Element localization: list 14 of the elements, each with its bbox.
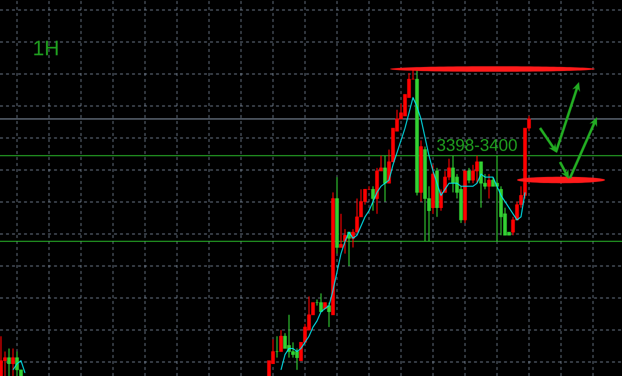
- candlestick: [467, 167, 471, 184]
- candlestick: [7, 348, 11, 376]
- annotation: 3398-3400: [437, 139, 517, 151]
- candlestick: [0, 336, 3, 376]
- candlestick: [475, 155, 479, 184]
- candlestick: [287, 314, 291, 358]
- candlestick: [319, 292, 323, 312]
- candlestick: [487, 174, 491, 200]
- candlestick: [279, 330, 283, 352]
- candlestick: [479, 161, 483, 208]
- candlestick: [327, 302, 331, 328]
- candlestick: [11, 348, 15, 376]
- candlestick: [371, 186, 375, 212]
- chart-title: 1H: [34, 40, 58, 56]
